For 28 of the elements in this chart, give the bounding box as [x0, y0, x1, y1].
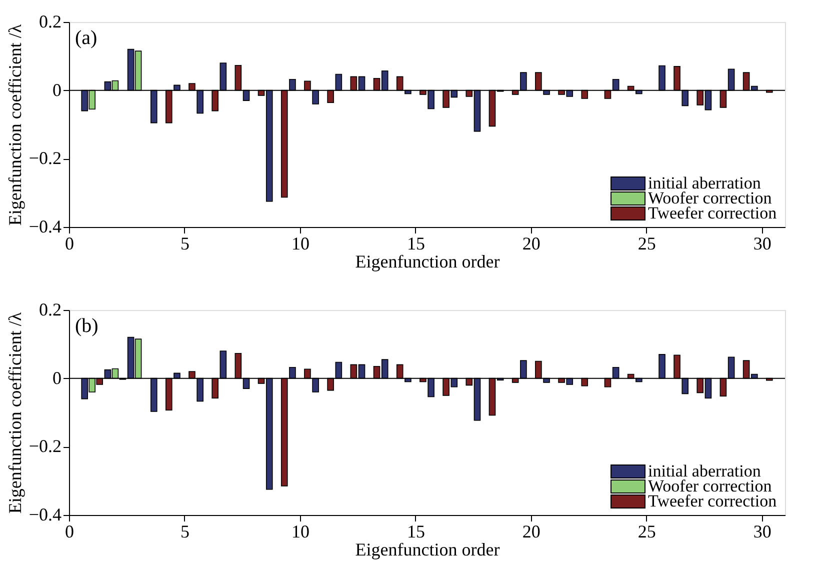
x-tick-label: 0 — [65, 234, 74, 254]
annotation: (a) — [75, 27, 98, 49]
y-tick-label: −0.4 — [28, 216, 62, 236]
x-tick-label: 10 — [291, 234, 310, 254]
x-tick-label: 10 — [291, 522, 310, 542]
y-tick-label: 0 — [52, 80, 62, 100]
x-tick-label: 20 — [522, 234, 540, 254]
y-axis-title: Eigenfunction coefficient /λ — [4, 24, 25, 226]
x-tick-label: 25 — [638, 522, 656, 542]
y-tick-label: −0.2 — [28, 436, 62, 456]
y-tick-label: −0.2 — [28, 148, 62, 168]
y-tick-label: 0.2 — [39, 12, 62, 32]
annotation: (b) — [75, 315, 98, 337]
y-axis-title: Eigenfunction coefficient /λ — [4, 312, 25, 514]
y-tick-label: −0.4 — [28, 504, 62, 524]
x-tick-label: 0 — [65, 522, 74, 542]
y-tick-label: 0.2 — [39, 300, 62, 320]
x-tick-label: 20 — [522, 522, 540, 542]
x-tick-label: 5 — [180, 234, 190, 254]
x-tick-label: 15 — [406, 234, 425, 254]
x-tick-label: 5 — [180, 522, 190, 542]
x-tick-label: 25 — [638, 234, 656, 254]
x-axis-title: Eigenfunction order — [355, 252, 500, 272]
x-tick-label: 30 — [753, 522, 772, 542]
x-axis-title: Eigenfunction order — [355, 540, 500, 560]
x-tick-label: 30 — [753, 234, 772, 254]
y-tick-label: 0 — [52, 368, 62, 388]
x-tick-label: 15 — [406, 522, 425, 542]
